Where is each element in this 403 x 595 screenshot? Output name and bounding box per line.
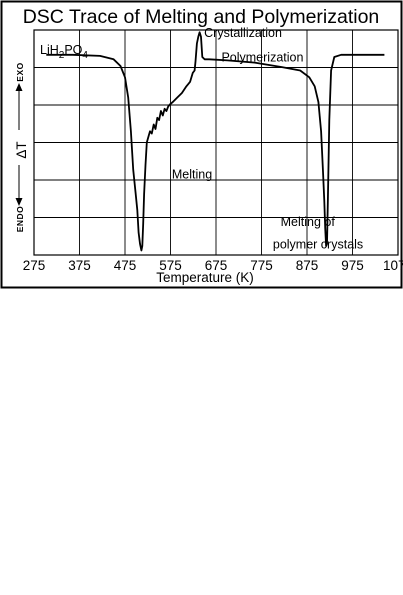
chart-svg: DSC Trace of Melting and Polymerization …	[0, 0, 403, 289]
compound-base: LiH	[40, 43, 59, 57]
x-tick-label: 975	[341, 258, 364, 273]
endo-arrow-head	[15, 198, 23, 206]
annotation-label: Polymerization	[221, 51, 303, 65]
y-axis-side: EXO ΔT ENDO	[14, 62, 29, 232]
annotation-label: Melting of	[281, 215, 336, 229]
x-tick-label: 775	[250, 258, 273, 273]
exo-arrow-head	[15, 83, 23, 91]
chart-title: DSC Trace of Melting and Polymerization	[23, 6, 380, 28]
y-label-exo: EXO	[15, 62, 25, 81]
annotations: Crystallization Polymerization Melting Melt…	[172, 26, 363, 252]
x-tick-label: 375	[68, 258, 91, 273]
x-tick-label: 1075	[383, 258, 403, 273]
x-tick-label: 275	[23, 258, 46, 273]
compound-label: LiH2PO4	[40, 43, 88, 61]
dsc-curve	[46, 31, 385, 252]
x-tick-label: 875	[296, 258, 319, 273]
y-label-endo: ENDO	[15, 206, 25, 233]
compound-mid: PO	[64, 43, 82, 57]
annotation-label: polymer crystals	[273, 237, 363, 251]
compound-sub-2: 4	[82, 50, 88, 61]
y-axis-label: ΔT	[14, 141, 29, 158]
annotation-label: Melting	[172, 168, 212, 182]
compound-sub-1: 2	[59, 50, 65, 61]
x-tick-label: 675	[205, 258, 228, 273]
x-tick-label: 475	[114, 258, 137, 273]
dsc-figure: DSC Trace of Melting and Polymerization …	[0, 0, 403, 290]
annotation-label: Crystallization	[204, 26, 282, 40]
x-axis-label: Temperature (K)	[156, 270, 254, 285]
grid	[34, 30, 398, 255]
x-tick-label: 575	[159, 258, 182, 273]
x-tick-labels: 275 375 475 575 675 775 875 975 1075	[23, 258, 403, 273]
